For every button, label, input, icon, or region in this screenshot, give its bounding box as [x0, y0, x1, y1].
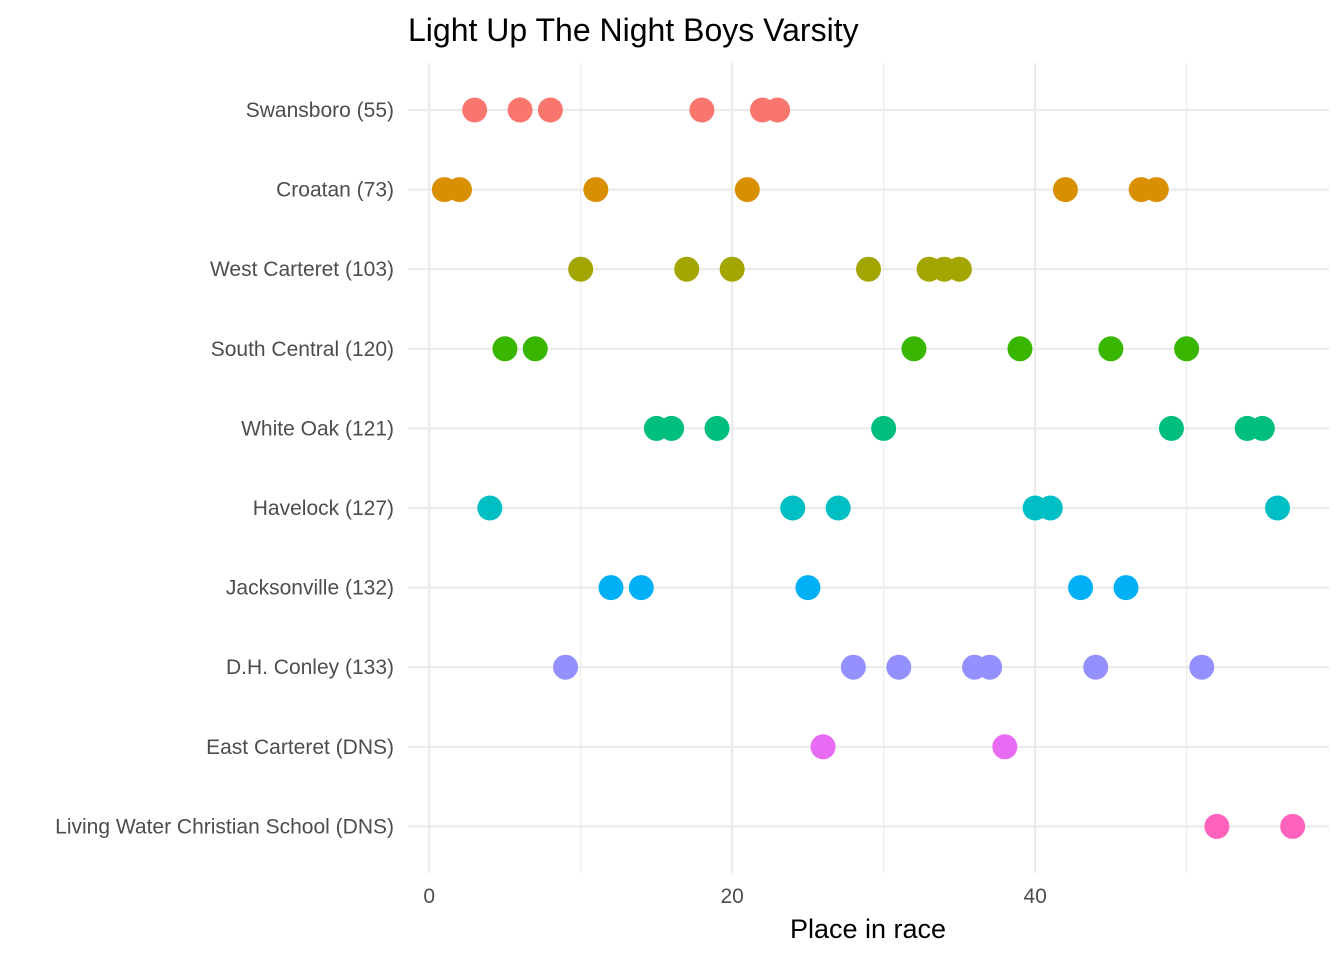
data-point: [1113, 575, 1139, 601]
grid: [408, 63, 1329, 873]
x-tick-label: 20: [720, 885, 743, 908]
data-point: [674, 256, 700, 282]
chart-title: Light Up The Night Boys Varsity: [408, 12, 859, 48]
y-tick-label: White Oak (121): [241, 417, 394, 440]
data-point: [840, 654, 866, 680]
data-point: [946, 256, 972, 282]
data-point: [1158, 415, 1184, 441]
data-point: [1189, 654, 1215, 680]
data-point: [507, 97, 533, 123]
data-point: [719, 256, 745, 282]
data-point: [1007, 336, 1033, 362]
data-point: [537, 97, 563, 123]
data-point: [628, 575, 654, 601]
data-point: [704, 415, 730, 441]
y-tick-label: Swansboro (55): [246, 99, 394, 122]
x-tick-label: 0: [423, 885, 435, 908]
y-tick-label: Living Water Christian School (DNS): [55, 815, 394, 838]
data-point: [1068, 575, 1094, 601]
x-axis-title: Place in race: [790, 914, 946, 944]
data-point: [447, 177, 473, 203]
data-point: [992, 734, 1018, 760]
data-point: [1052, 177, 1078, 203]
data-point: [598, 575, 624, 601]
data-point: [901, 336, 927, 362]
y-tick-label: Croatan (73): [276, 179, 394, 202]
data-point: [977, 654, 1003, 680]
data-point: [1098, 336, 1124, 362]
data-point: [1143, 177, 1169, 203]
data-point: [825, 495, 851, 521]
y-tick-label: D.H. Conley (133): [226, 656, 394, 679]
data-point: [871, 415, 897, 441]
data-point: [1249, 415, 1275, 441]
data-point: [522, 336, 548, 362]
x-tick-label: 40: [1023, 885, 1046, 908]
data-point: [462, 97, 488, 123]
data-point: [795, 575, 821, 601]
y-axis-labels: Swansboro (55) Croatan (73) West Carteret …: [55, 99, 394, 838]
data-point: [734, 177, 760, 203]
data-point: [765, 97, 791, 123]
data-point: [659, 415, 685, 441]
y-tick-label: Jacksonville (132): [226, 577, 394, 600]
data-point: [1083, 654, 1109, 680]
data-point: [1264, 495, 1290, 521]
data-point: [689, 97, 715, 123]
data-point: [583, 177, 609, 203]
data-point: [477, 495, 503, 521]
y-tick-label: South Central (120): [211, 338, 394, 361]
data-point: [1174, 336, 1200, 362]
x-axis-labels: 0 20 40: [423, 885, 1046, 908]
data-point: [553, 654, 579, 680]
data-point: [1037, 495, 1063, 521]
data-point: [780, 495, 806, 521]
data-point: [886, 654, 912, 680]
data-point: [856, 256, 881, 282]
data-point: [1204, 813, 1230, 839]
y-tick-label: Havelock (127): [253, 497, 394, 520]
data-point: [492, 336, 518, 362]
data-point: [568, 256, 594, 282]
data-point: [1280, 813, 1306, 839]
y-tick-label: East Carteret (DNS): [206, 736, 394, 759]
data-point: [810, 734, 836, 760]
y-tick-label: West Carteret (103): [210, 258, 394, 281]
data-points: [431, 97, 1306, 839]
